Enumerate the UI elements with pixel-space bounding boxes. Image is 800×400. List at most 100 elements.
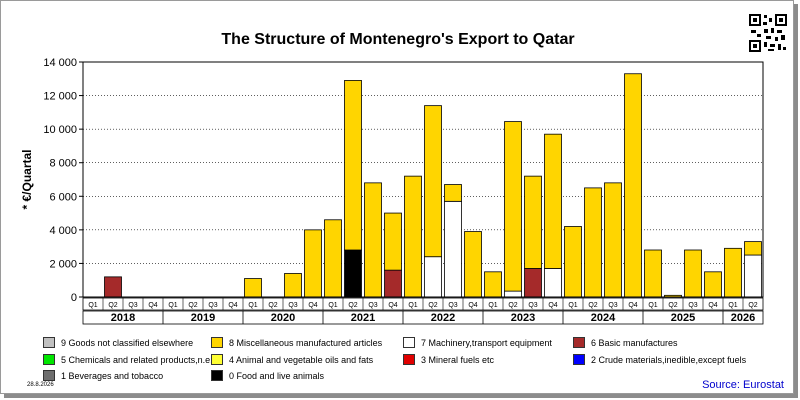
chart-frame: The Structure of Montenegro's Export to … bbox=[0, 0, 794, 394]
legend-swatch bbox=[573, 337, 585, 348]
legend-swatch bbox=[43, 370, 55, 381]
x-tick-label: Q2 bbox=[748, 302, 757, 309]
year-row bbox=[82, 310, 764, 325]
legend-label: 8 Miscellaneous manufactured articles bbox=[229, 337, 383, 348]
bar-segment bbox=[384, 212, 402, 271]
bar-segment bbox=[424, 256, 442, 298]
bar-segment bbox=[724, 247, 742, 298]
bar-segment bbox=[544, 268, 562, 298]
legend-label: 7 Machinery,transport equipment bbox=[421, 337, 552, 348]
x-tick-label: Q1 bbox=[648, 302, 657, 309]
bar-segment bbox=[284, 273, 302, 298]
legend-swatch bbox=[403, 337, 415, 348]
bar-segment bbox=[344, 80, 362, 251]
bar-segment bbox=[344, 249, 362, 298]
bar-segment bbox=[364, 182, 382, 298]
x-tick-label: Q4 bbox=[388, 302, 397, 309]
legend-swatch bbox=[211, 370, 223, 381]
legend-swatch bbox=[43, 337, 55, 348]
x-tick-label: Q1 bbox=[568, 302, 577, 309]
legend-swatch bbox=[403, 354, 415, 365]
chart-date: 28.8.2026 bbox=[27, 382, 54, 388]
x-tick-label: Q3 bbox=[608, 302, 617, 309]
x-tick-label: Q1 bbox=[728, 302, 737, 309]
x-tick-label: Q4 bbox=[228, 302, 237, 309]
legend-swatch bbox=[211, 337, 223, 348]
year-label: 2021 bbox=[351, 312, 375, 324]
legend-label: 2 Crude materials,inedible,except fuels bbox=[591, 354, 747, 365]
x-tick-label: Q4 bbox=[708, 302, 717, 309]
x-tick-label: Q1 bbox=[488, 302, 497, 309]
year-label: 2026 bbox=[731, 312, 755, 324]
x-tick-label: Q3 bbox=[448, 302, 457, 309]
y-tick-label: 12 000 bbox=[43, 91, 77, 103]
bar-segment bbox=[704, 271, 722, 298]
x-tick-label: Q2 bbox=[108, 302, 117, 309]
bar-segment bbox=[324, 219, 342, 298]
legend-item: 8 Miscellaneous manufactured articles bbox=[211, 337, 382, 348]
legend-swatch bbox=[573, 354, 585, 365]
year-label: 2025 bbox=[671, 312, 695, 324]
legend-label: 9 Goods not classified elsewhere bbox=[61, 337, 194, 348]
x-tick-label: Q1 bbox=[248, 302, 257, 309]
year-label: 2022 bbox=[431, 312, 455, 324]
chart-area: 0 2 000 4 000 6 000 8 000 10 000 12 000 14 000 *… bbox=[20, 57, 764, 325]
legend-label: 0 Food and live animals bbox=[229, 370, 325, 381]
x-tick-label: Q1 bbox=[88, 302, 97, 309]
legend-item: 9 Goods not classified elsewhere bbox=[43, 337, 193, 348]
bar-segment bbox=[384, 269, 402, 298]
legend-label: 1 Beverages and tobacco bbox=[61, 370, 164, 381]
legend-swatch bbox=[211, 354, 223, 365]
x-tick-label: Q3 bbox=[368, 302, 377, 309]
x-tick-label: Q1 bbox=[328, 302, 337, 309]
legend-label: 5 Chemicals and related products,n.e.s. bbox=[61, 354, 220, 365]
chart-title: The Structure of Montenegro's Export to … bbox=[221, 31, 575, 48]
x-tick-label: Q2 bbox=[268, 302, 277, 309]
bar-segment bbox=[744, 254, 762, 298]
legend-item: 5 Chemicals and related products,n.e.s. bbox=[43, 354, 220, 365]
bar-segment bbox=[444, 200, 462, 298]
legend-label: 6 Basic manufactures bbox=[591, 337, 678, 348]
legend-item: 4 Animal and vegetable oils and fats bbox=[211, 354, 373, 365]
x-tick-label: Q2 bbox=[188, 302, 197, 309]
year-label: 2020 bbox=[271, 312, 295, 324]
x-tick-label: Q4 bbox=[148, 302, 157, 309]
y-tick-label: 2 000 bbox=[49, 258, 77, 270]
bar-segment bbox=[504, 121, 522, 292]
legend-item: 6 Basic manufactures bbox=[573, 337, 678, 348]
bar-segment bbox=[584, 187, 602, 298]
bar-segment bbox=[304, 229, 322, 298]
x-tick-label: Q4 bbox=[628, 302, 637, 309]
bar-segment bbox=[684, 249, 702, 298]
x-tick-label: Q3 bbox=[528, 302, 537, 309]
legend-item: 3 Mineral fuels etc bbox=[403, 354, 494, 365]
bar-segment bbox=[604, 182, 622, 298]
bar-segment bbox=[464, 231, 482, 298]
legend-label: 3 Mineral fuels etc bbox=[421, 354, 495, 365]
source-label: Source: Eurostat bbox=[702, 379, 784, 391]
y-tick-label: 8 000 bbox=[49, 158, 77, 170]
bar-segment bbox=[404, 175, 422, 298]
bar-segment bbox=[624, 73, 642, 298]
y-tick-label: 14 000 bbox=[43, 57, 77, 69]
legend-item: 0 Food and live animals bbox=[211, 370, 324, 381]
bar-segment bbox=[744, 241, 762, 256]
bar-segment bbox=[564, 226, 582, 298]
y-tick-label: 6 000 bbox=[49, 191, 77, 203]
year-label: 2019 bbox=[191, 312, 215, 324]
year-label: 2024 bbox=[591, 312, 616, 324]
bar-segment bbox=[544, 133, 562, 269]
year-label: 2018 bbox=[111, 312, 135, 324]
plot-border bbox=[82, 61, 764, 298]
x-tick-label: Q2 bbox=[668, 302, 677, 309]
bar-segment bbox=[484, 271, 502, 298]
bar-segment bbox=[424, 105, 442, 258]
x-tick-label: Q4 bbox=[468, 302, 477, 309]
x-tick-label: Q2 bbox=[588, 302, 597, 309]
legend-swatch bbox=[43, 354, 55, 365]
legend-label: 4 Animal and vegetable oils and fats bbox=[229, 354, 374, 365]
x-tick-label: Q3 bbox=[288, 302, 297, 309]
y-tick-label: 4 000 bbox=[49, 225, 77, 237]
x-tick-label: Q3 bbox=[128, 302, 137, 309]
legend-item: 2 Crude materials,inedible,except fuels bbox=[573, 354, 746, 365]
